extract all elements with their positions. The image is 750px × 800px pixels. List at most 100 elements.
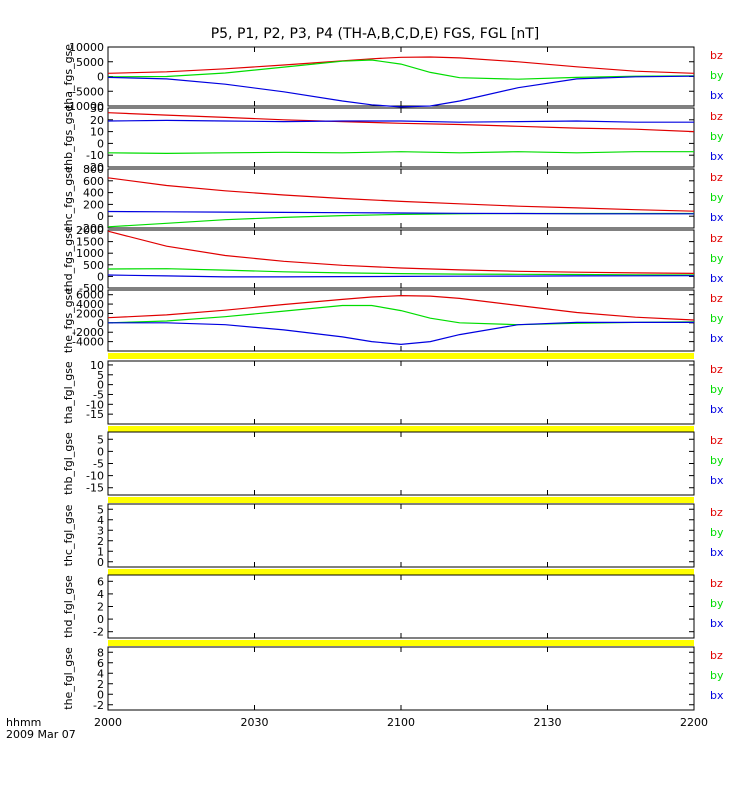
y-tick-label: -10 [86, 470, 104, 483]
legend-bz: bz [710, 171, 723, 184]
y-tick-label: -20 [86, 161, 104, 174]
series-line-bx [107, 119, 694, 123]
y-tick-label: 0 [97, 317, 104, 330]
y-tick-label: -10 [86, 398, 104, 411]
panel-frame [107, 229, 695, 289]
panel-frame [107, 168, 695, 229]
series-line-bx [107, 274, 695, 278]
y-tick-label: 600 [83, 175, 104, 188]
legend-bx: bx [710, 150, 724, 163]
data-flag-bar [108, 497, 694, 503]
series-line-bz [107, 177, 695, 212]
legend-bx: bx [710, 403, 724, 416]
y-tick-label: 0 [97, 71, 104, 84]
y-tick-label: -200 [79, 222, 104, 235]
panel-frame [107, 574, 695, 639]
y-tick-label: -10000 [65, 100, 104, 113]
y-tick-label: 500 [83, 259, 104, 272]
legend-bx: bx [710, 617, 724, 630]
y-tick-label: 0 [97, 445, 104, 458]
y-tick-label: -5000 [72, 85, 104, 98]
y-axis-label: thb_fgl_gse [62, 432, 75, 495]
y-tick-label: -5 [93, 458, 104, 471]
legend-bz: bz [710, 363, 723, 376]
legend-by: by [710, 526, 724, 539]
y-axis-label: the_fgs_gse [62, 288, 75, 353]
y-tick-label: 6000 [76, 289, 104, 302]
legend-bz: bz [710, 434, 723, 447]
y-tick-label: 20 [90, 114, 104, 127]
panel-frame [107, 289, 695, 352]
y-tick-label: 0 [97, 270, 104, 283]
y-tick-label: 5 [97, 433, 104, 446]
legend-by: by [710, 312, 724, 325]
y-tick-label: 6 [97, 657, 104, 670]
y-tick-label: 10000 [69, 41, 104, 54]
y-tick-label: 1 [97, 545, 104, 558]
y-tick-label: 0 [97, 613, 104, 626]
series-line-bx [108, 321, 694, 346]
legend-bz: bz [710, 577, 723, 590]
y-tick-label: -15 [86, 482, 104, 495]
y-tick-label: -15 [86, 408, 104, 421]
y-tick-label: 2000 [76, 307, 104, 320]
legend-bz: bz [710, 110, 723, 123]
y-tick-label: 2 [97, 678, 104, 691]
legend-bz: bz [710, 649, 723, 662]
series-line-bz [107, 56, 695, 74]
y-axis-label: the_fgl_gse [62, 647, 75, 710]
x-tick-label: 2130 [534, 716, 562, 729]
legend-by: by [710, 191, 724, 204]
y-tick-label: 10 [90, 126, 104, 139]
series-line-by [107, 151, 694, 155]
x-tick-label: 2030 [241, 716, 269, 729]
y-tick-label: 4 [97, 667, 104, 680]
y-tick-label: 1500 [76, 236, 104, 249]
series-line-bx [107, 75, 695, 108]
legend-bx: bx [710, 332, 724, 345]
series-line-bz [107, 230, 695, 274]
series-line-by [107, 268, 695, 276]
y-tick-label: -2 [93, 626, 104, 639]
x-axis-label-time: hhmm [6, 716, 41, 729]
y-tick-label: 4 [97, 514, 104, 527]
y-tick-label: -4000 [72, 336, 104, 349]
y-tick-label: 10 [90, 359, 104, 372]
y-axis-label: thb_fgs_gse [62, 105, 75, 171]
legend-by: by [710, 669, 724, 682]
y-tick-label: 0 [97, 688, 104, 701]
y-tick-label: 5 [97, 503, 104, 516]
y-tick-label: 1000 [76, 247, 104, 260]
legend-by: by [710, 454, 724, 467]
y-tick-label: 800 [83, 163, 104, 176]
data-flag-bar [108, 640, 694, 646]
y-axis-label: thd_fgs_gse [62, 226, 75, 292]
y-tick-label: 2 [97, 535, 104, 548]
chart-title: P5, P1, P2, P3, P4 (TH-A,B,C,D,E) FGS, F… [210, 26, 540, 42]
y-tick-label: 5000 [76, 56, 104, 69]
legend-bz: bz [710, 506, 723, 519]
data-flag-bar [108, 426, 694, 432]
y-axis-label: thc_fgl_gse [62, 504, 75, 566]
legend-bx: bx [710, 272, 724, 285]
series-line-bz [107, 294, 695, 321]
panel-frame [107, 431, 695, 496]
legend-by: by [710, 252, 724, 265]
y-tick-label: 0 [97, 137, 104, 150]
y-tick-label: -2 [93, 699, 104, 712]
y-tick-label: 0 [97, 210, 104, 223]
y-tick-label: -10 [86, 149, 104, 162]
y-tick-label: 0 [97, 379, 104, 392]
legend-by: by [710, 69, 724, 82]
y-tick-label: 8 [97, 646, 104, 659]
